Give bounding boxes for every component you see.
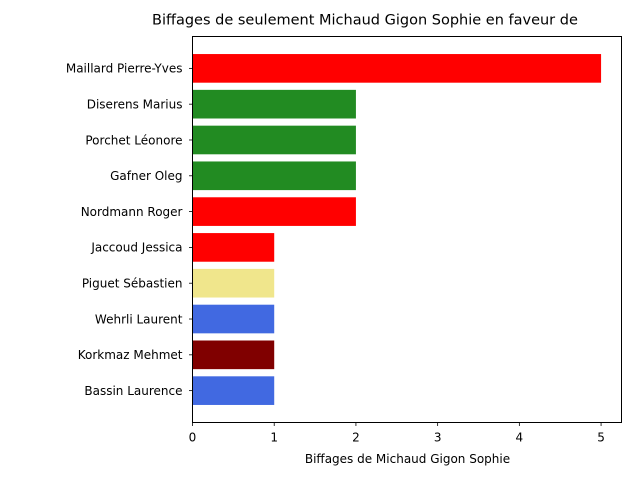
y-tick-label: Maillard Pierre-Yves [66,62,183,76]
bar [192,125,356,155]
bar [192,89,356,119]
y-axis-ticks: Maillard Pierre-Yves Diserens Marius Porch… [66,62,193,398]
bar [192,268,275,298]
bar [192,161,356,191]
y-tick-label: Jaccoud Jessica [90,241,182,255]
x-tick-label: 3 [434,431,442,445]
y-tick-label: Piguet Sébastien [82,277,183,291]
y-tick-label: Korkmaz Mehmet [78,348,183,362]
bar [192,197,356,226]
x-tick-label: 5 [597,431,605,445]
x-axis-label: Biffages de Michaud Gigon Sophie [305,452,510,466]
y-tick-label: Diserens Marius [87,97,183,111]
y-tick-label: Wehrli Laurent [95,312,183,326]
bar [192,304,275,334]
bar [192,376,275,405]
x-tick-label: 2 [352,431,360,445]
bars-group [192,54,602,405]
bar [192,340,275,370]
y-tick-label: Bassin Laurence [84,384,182,398]
x-tick-label: 0 [189,431,197,445]
y-tick-label: Nordmann Roger [81,205,183,219]
chart-title: Biffages de seulement Michaud Gigon Soph… [152,13,578,29]
bar [192,233,275,262]
plot-area-frame [192,36,622,423]
y-tick-label: Porchet Léonore [85,133,182,147]
y-tick-label: Gafner Oleg [110,169,182,183]
bar [192,54,602,83]
x-tick-label: 4 [516,431,524,445]
x-axis-ticks: 0 1 2 3 4 5 [189,422,605,445]
x-tick-label: 1 [270,431,278,445]
